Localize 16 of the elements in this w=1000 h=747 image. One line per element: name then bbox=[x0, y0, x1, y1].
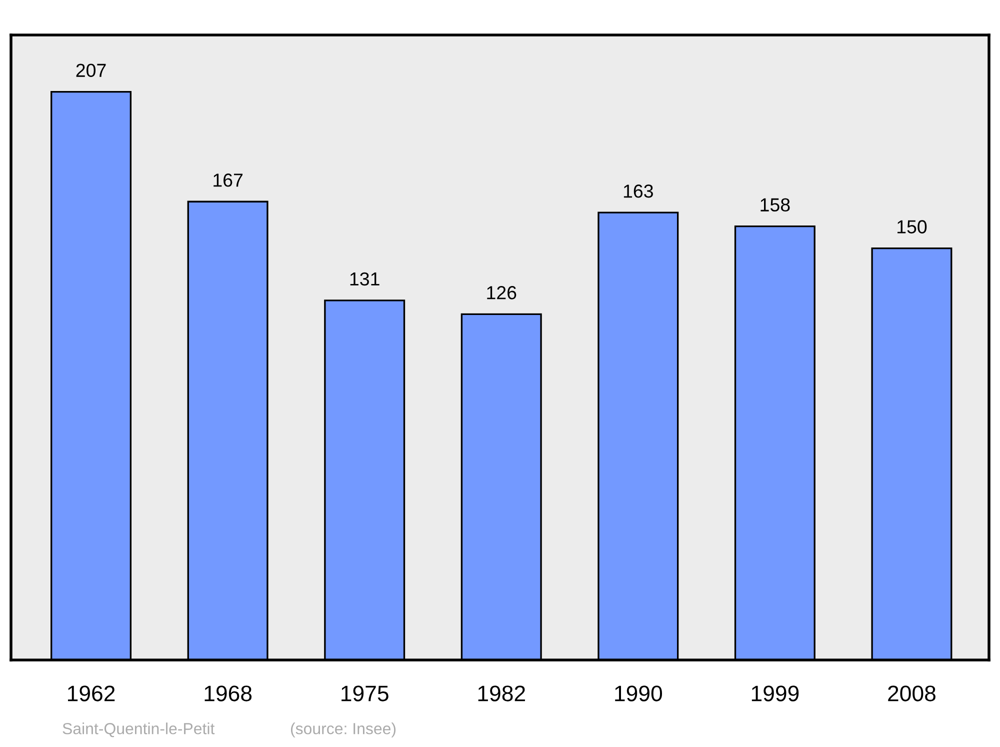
text: (source: Insee) bbox=[290, 722, 396, 738]
x-tick-label: 1990 bbox=[615, 686, 662, 702]
text: Saint-Quentin-le-Petit bbox=[62, 722, 215, 738]
data-label: 167 bbox=[214, 174, 243, 187]
x-tick-label: 1999 bbox=[752, 686, 799, 702]
x-tick-label: 1982 bbox=[478, 686, 525, 702]
data-label: 131 bbox=[350, 272, 380, 286]
x-tick-label: 2008 bbox=[888, 686, 936, 702]
data-label: 163 bbox=[624, 184, 653, 198]
x-tick-label: 1975 bbox=[342, 686, 388, 702]
data-label: 150 bbox=[898, 220, 927, 234]
data-label: 126 bbox=[487, 286, 516, 300]
x-tick-label: 1968 bbox=[204, 686, 252, 702]
data-label: 207 bbox=[76, 64, 106, 77]
data-label: 158 bbox=[760, 198, 790, 212]
x-tick-label: 1962 bbox=[68, 686, 115, 702]
